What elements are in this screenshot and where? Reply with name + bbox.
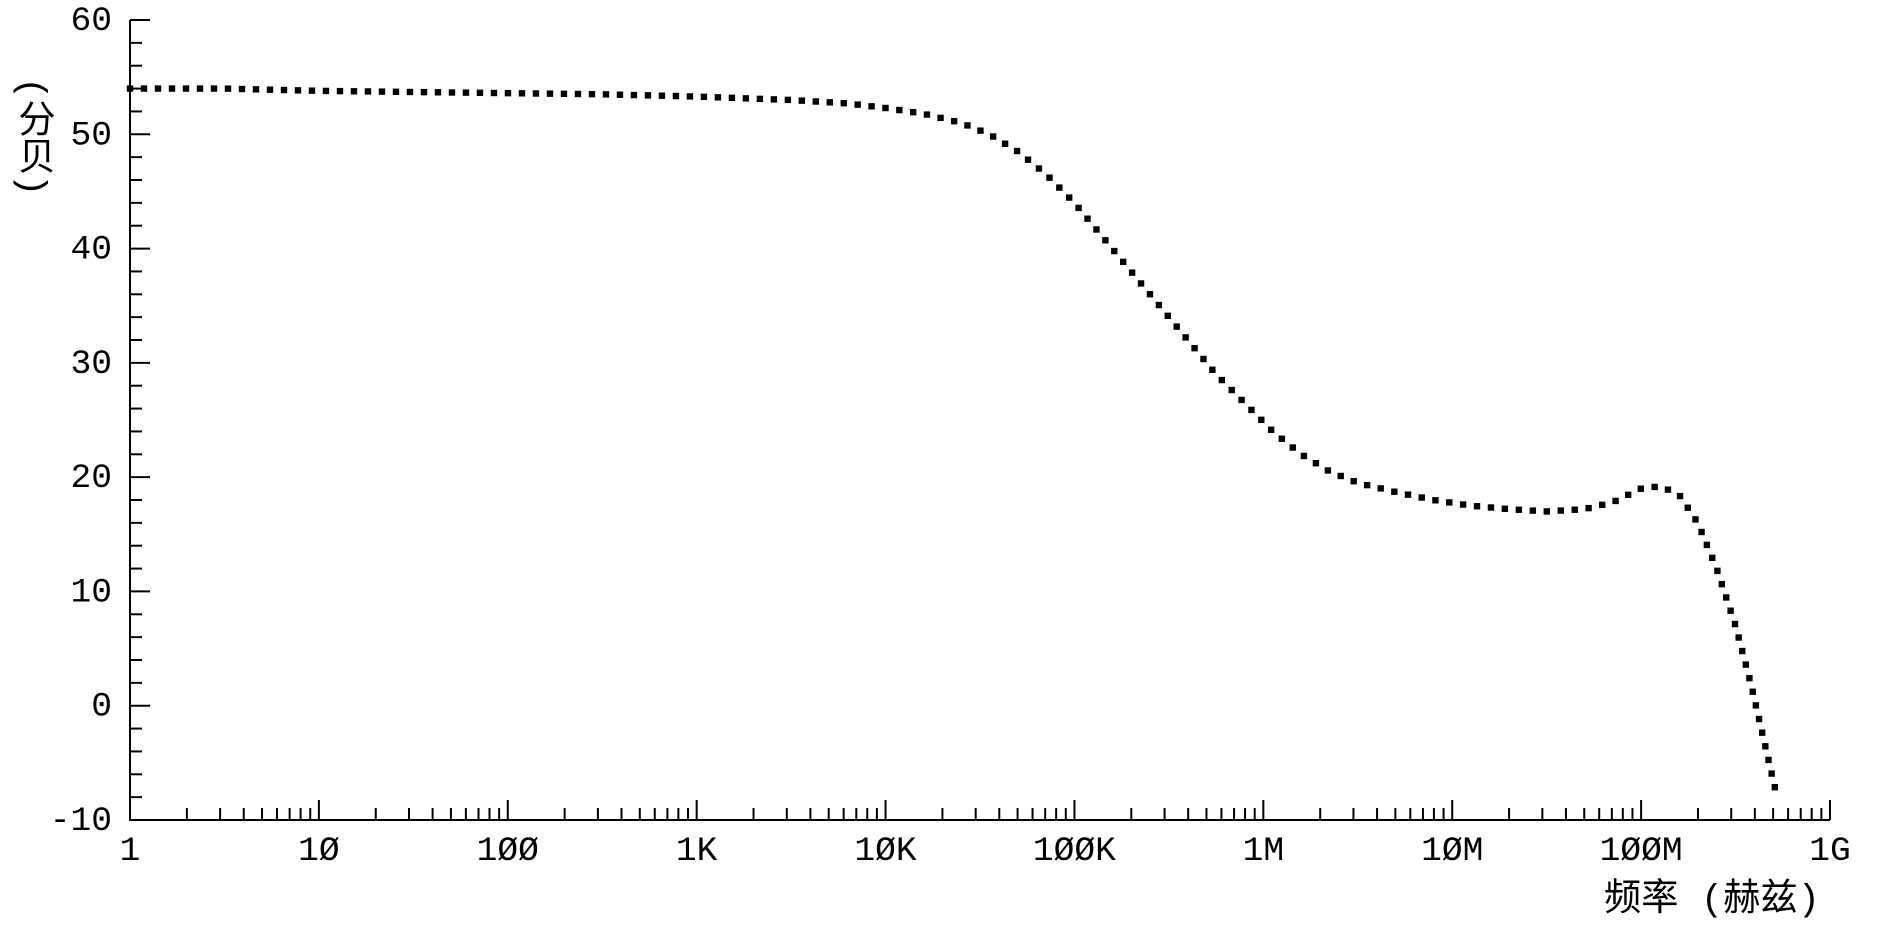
x-tick-label: 1Ø — [298, 832, 340, 871]
frequency-response-chart: -10 0 10 20 30 40 50 60 1 1Ø 1ØØ 1K 1ØK 1ØØK 1M 1ØM 1ØØM… — [0, 0, 1888, 932]
x-tick-label: 1ØØM — [1600, 832, 1683, 871]
y-tick-label: 20 — [70, 459, 112, 498]
y-tick-label: 60 — [70, 2, 112, 41]
y-tick-label: -10 — [50, 802, 112, 841]
y-axis-label: (分贝) — [9, 77, 55, 196]
x-tick-label: 1ØK — [854, 832, 917, 871]
y-tick-label: 40 — [70, 231, 112, 270]
x-tick-label: 1 — [120, 832, 141, 871]
x-tick-label: 1ØØ — [477, 832, 539, 871]
x-tick-label: 1G — [1809, 832, 1851, 871]
x-tick-label: 1ØM — [1421, 832, 1483, 871]
axes — [130, 20, 1830, 820]
x-tick-label: 1K — [676, 832, 718, 871]
x-tick-label: 1ØØK — [1033, 832, 1116, 871]
y-tick-label: 50 — [70, 116, 112, 155]
y-tick-label: 10 — [70, 573, 112, 612]
y-tick-label: 30 — [70, 345, 112, 384]
x-axis-label: 频率 (赫兹) — [1604, 877, 1820, 922]
y-tick-label: 0 — [91, 688, 112, 727]
data-series — [127, 85, 1778, 790]
x-tick-label: 1M — [1243, 832, 1285, 871]
chart-svg: -10 0 10 20 30 40 50 60 1 1Ø 1ØØ 1K 1ØK 1ØØK 1M 1ØM 1ØØM… — [0, 0, 1888, 932]
